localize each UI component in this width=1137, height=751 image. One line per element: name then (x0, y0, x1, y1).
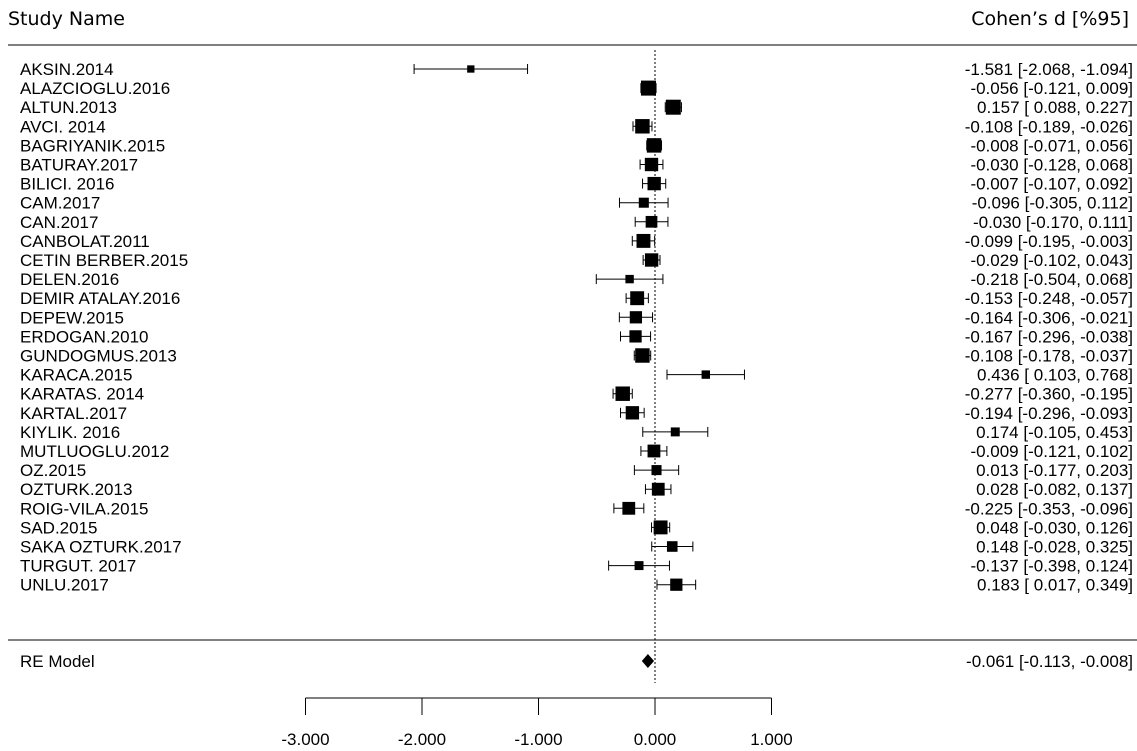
x-tick-label: -1.000 (514, 730, 562, 749)
effect-square (625, 406, 640, 420)
study-label: SAD.2015 (20, 518, 98, 537)
study-label: BILICI. 2016 (20, 175, 115, 194)
effect-square (644, 157, 659, 172)
ci-value-label: -0.056 [-0.121, 0.009] (970, 79, 1133, 98)
effect-square (651, 465, 662, 476)
effect-square (634, 561, 644, 571)
study-label: ALAZCIOGLU.2016 (20, 79, 170, 98)
ci-value-label: -0.167 [-0.296, -0.038] (965, 327, 1133, 346)
study-label: OZ.2015 (20, 461, 86, 480)
effect-square (615, 386, 630, 401)
ci-value-label: -0.030 [-0.128, 0.068] (970, 156, 1133, 175)
effect-size-header: Cohen’s d [%95] (971, 8, 1129, 30)
x-tick-label: -2.000 (398, 730, 446, 749)
study-label: UNLU.2017 (20, 576, 109, 595)
effect-square (701, 370, 710, 379)
ci-value-label: -0.007 [-0.107, 0.092] (970, 175, 1133, 194)
ci-value-label: 0.436 [ 0.103, 0.768] (977, 366, 1133, 385)
effect-square (629, 311, 643, 324)
study-label: AVCI. 2014 (20, 117, 106, 136)
study-label: ERDOGAN.2010 (20, 327, 149, 346)
ci-value-label: 0.183 [ 0.017, 0.349] (977, 576, 1133, 595)
study-label: TURGUT. 2017 (20, 557, 136, 576)
ci-value-label: -0.108 [-0.178, -0.037] (965, 347, 1133, 366)
study-label: AKSIN.2014 (20, 60, 114, 79)
summary-diamond (641, 654, 655, 668)
effect-square (645, 215, 658, 228)
study-label: ALTUN.2013 (20, 98, 117, 117)
study-label: KARATAS. 2014 (20, 385, 144, 404)
effect-square (635, 119, 650, 134)
effect-square (635, 348, 650, 363)
ci-value-label: 0.148 [-0.028, 0.325] (976, 538, 1133, 557)
study-label: KARACA.2015 (20, 366, 132, 385)
ci-value-label: 0.157 [ 0.088, 0.227] (977, 98, 1133, 117)
effect-square (670, 578, 683, 591)
effect-square (665, 99, 681, 115)
study-label: SAKA OZTURK.2017 (20, 538, 182, 557)
study-label: BAGRIYANIK.2015 (20, 136, 165, 155)
effect-square (647, 444, 661, 458)
ci-value-label: 0.174 [-0.105, 0.453] (976, 423, 1133, 442)
ci-value-label: -0.029 [-0.102, 0.043] (970, 251, 1133, 270)
effect-square (629, 330, 642, 343)
ci-value-label: -1.581 [-2.068, -1.094] (965, 60, 1133, 79)
effect-square (653, 520, 668, 535)
effect-square (646, 138, 662, 153)
effect-square (640, 80, 656, 96)
study-label: CAN.2017 (20, 213, 98, 232)
effect-square (622, 501, 636, 515)
study-label: DELEN.2016 (20, 270, 119, 289)
x-tick-label: 0.000 (634, 730, 677, 749)
effect-square (625, 274, 634, 284)
study-label: CANBOLAT.2011 (20, 232, 150, 251)
study-label: MUTLUOGLU.2012 (20, 442, 169, 461)
effect-square (647, 176, 661, 191)
x-tick-label: -3.000 (281, 730, 329, 749)
summary-ci-label: -0.061 [-0.113, -0.008] (966, 652, 1133, 671)
ci-value-label: -0.030 [-0.170, 0.111] (973, 213, 1133, 232)
summary-label: RE Model (20, 652, 95, 671)
study-label: KIYLIK. 2016 (20, 423, 120, 442)
study-label: BATURAY.2017 (20, 156, 138, 175)
effect-square (636, 233, 651, 248)
study-label: ROIG-VILA.2015 (20, 499, 149, 518)
effect-square (666, 541, 678, 552)
study-label: GUNDOGMUS.2013 (20, 347, 177, 366)
ci-value-label: -0.194 [-0.296, -0.093] (965, 404, 1133, 423)
ci-value-label: -0.218 [-0.504, 0.068] (970, 270, 1133, 289)
effect-square (670, 427, 680, 437)
ci-value-label: -0.099 [-0.195, -0.003] (965, 232, 1133, 251)
ci-value-label: -0.164 [-0.306, -0.021] (965, 308, 1133, 327)
x-tick-label: 1.000 (750, 730, 793, 749)
ci-value-label: 0.048 [-0.030, 0.126] (976, 518, 1133, 537)
study-label: DEPEW.2015 (20, 308, 124, 327)
study-label: DEMIR ATALAY.2016 (20, 289, 180, 308)
effect-square (630, 291, 645, 306)
effect-square (651, 482, 665, 496)
ci-value-label: -0.277 [-0.360, -0.195] (965, 385, 1133, 404)
study-label: CAM.2017 (20, 194, 100, 213)
ci-value-label: -0.096 [-0.305, 0.112] (972, 194, 1133, 213)
effect-square (638, 197, 649, 208)
ci-value-label: 0.028 [-0.082, 0.137] (976, 480, 1133, 499)
ci-value-label: -0.153 [-0.248, -0.057] (965, 289, 1133, 308)
effect-square (467, 65, 475, 73)
ci-value-label: -0.108 [-0.189, -0.026] (965, 117, 1133, 136)
ci-value-label: -0.137 [-0.398, 0.124] (970, 557, 1133, 576)
ci-value-label: -0.225 [-0.353, -0.096] (965, 499, 1133, 518)
study-label: KARTAL.2017 (20, 404, 127, 423)
ci-value-label: 0.013 [-0.177, 0.203] (976, 461, 1133, 480)
study-label: CETIN BERBER.2015 (20, 251, 188, 270)
ci-value-label: -0.009 [-0.121, 0.102] (970, 442, 1133, 461)
ci-value-label: -0.008 [-0.071, 0.056] (970, 136, 1133, 155)
study-name-header: Study Name (8, 8, 125, 30)
effect-square (644, 253, 659, 267)
study-label: OZTURK.2013 (20, 480, 132, 499)
